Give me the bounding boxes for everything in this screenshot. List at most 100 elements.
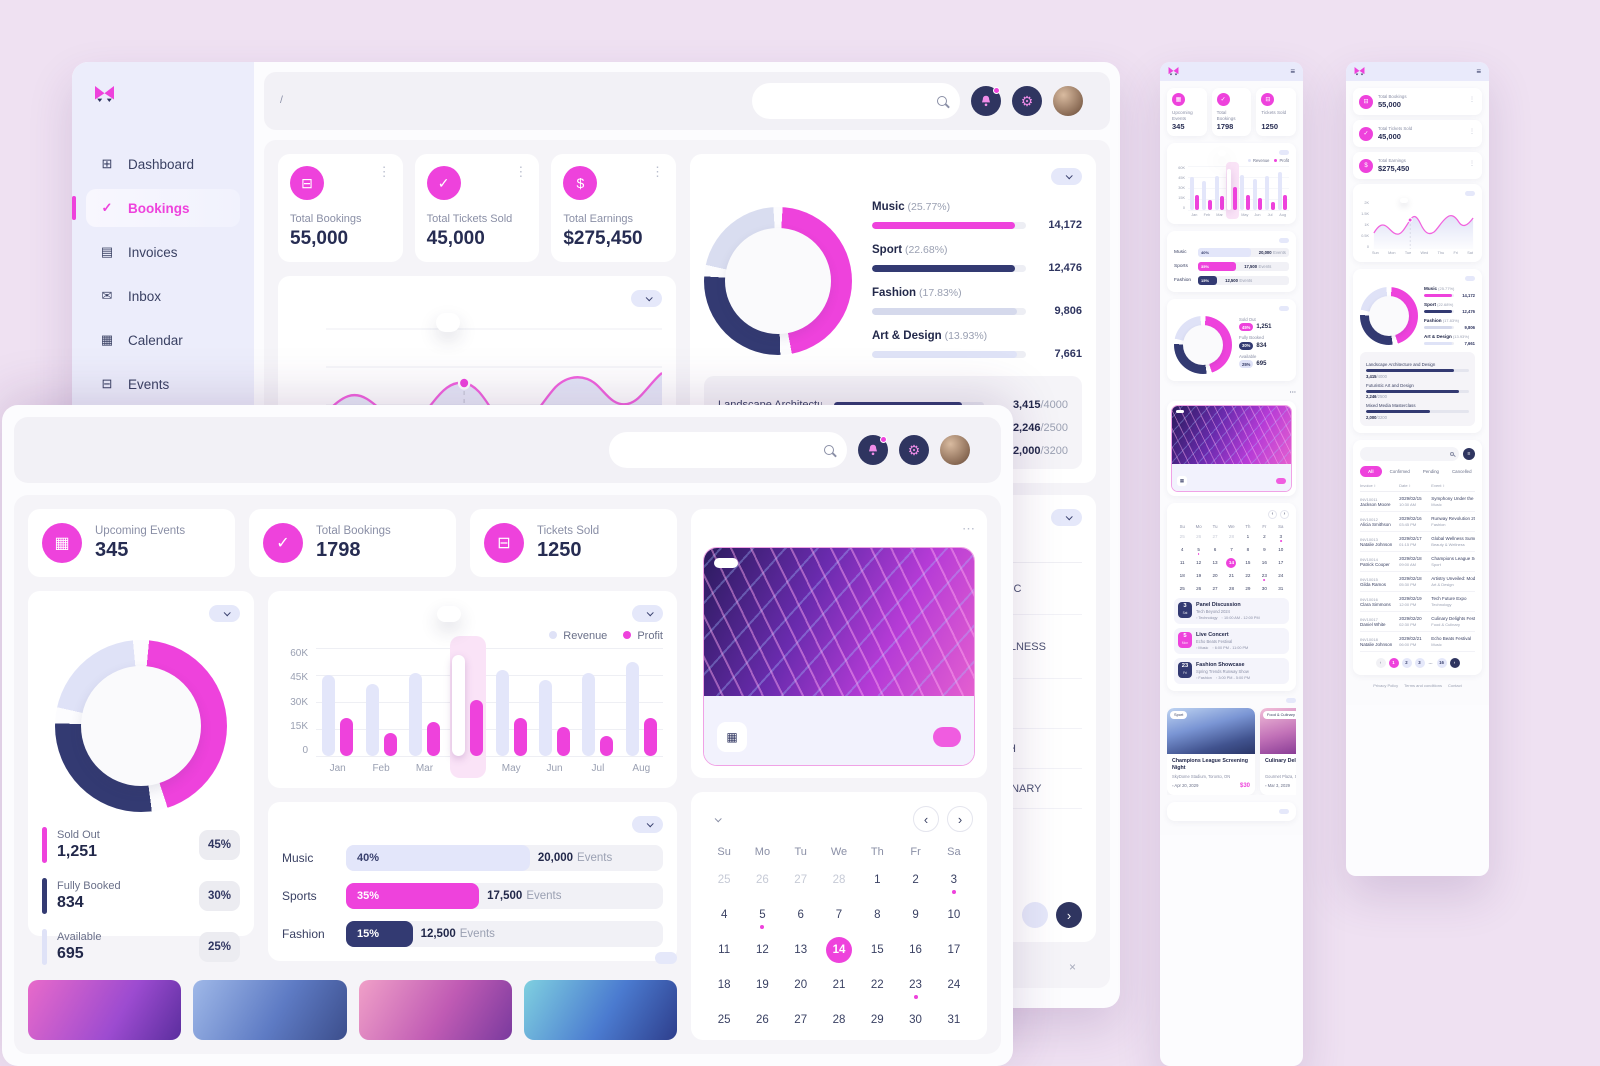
calendar-day[interactable]: 3 [1273,532,1289,542]
calendar-day[interactable]: 5 [1190,545,1206,555]
calendar-day[interactable]: 2 [912,874,919,886]
calendar-day[interactable]: 28 [832,874,846,886]
calendar-day[interactable]: 8 [874,909,881,921]
calendar-day[interactable]: 26 [1196,585,1202,591]
sidebar-item-invoices[interactable]: ▤ Invoices [86,233,240,271]
event-thumbnail[interactable] [193,980,347,1040]
calendar-day[interactable]: 27 [794,1014,808,1026]
calendar-day[interactable]: 23 [1256,571,1272,581]
calendar-next-button[interactable]: › [1280,509,1289,519]
recent-filter-dropdown[interactable] [1279,808,1289,814]
revenue-filter-dropdown[interactable] [1279,150,1289,155]
overview-filter-dropdown[interactable] [631,290,662,307]
calendar-day[interactable]: 24 [1278,572,1284,578]
calendar-day[interactable]: 9 [912,909,919,921]
kebab-menu-icon[interactable]: ⋮ [1469,161,1475,167]
event-card[interactable]: ▦ [1171,404,1292,492]
filter-confirmed[interactable]: Confirmed [1389,468,1410,474]
calendar-day[interactable]: 9 [1263,546,1266,552]
notifications-button[interactable] [858,435,888,465]
popular-filter-dropdown[interactable] [632,816,663,833]
footer-link[interactable]: Terms and conditions [1404,682,1442,688]
calendar-day[interactable]: 1 [874,874,881,886]
page-2[interactable]: 2 [1401,657,1412,668]
search-input[interactable] [1360,446,1459,461]
calendar-day[interactable]: 26 [756,874,769,886]
calendar-day[interactable]: 31 [1278,585,1284,591]
calendar-day[interactable]: 4 [720,909,728,921]
sidebar-item-bookings[interactable]: ✓ Bookings [72,189,240,227]
calendar-day[interactable]: 29 [1245,585,1251,591]
sidebar-item-inbox[interactable]: ✉ Inbox [86,277,240,315]
brand[interactable] [86,86,240,103]
column-header-event[interactable]: Event ↕ [1431,482,1445,488]
calendar-day[interactable]: 22 [870,979,884,991]
calendar-day[interactable]: 18 [1179,572,1185,578]
avatar[interactable] [1053,86,1083,116]
column-header-date[interactable]: Date ↕ [1399,482,1411,488]
event-thumbnail[interactable] [523,980,677,1040]
filter-button[interactable]: ≡ [1463,447,1475,460]
table-filter-dropdown[interactable] [1051,509,1082,526]
calendar-day[interactable]: 15 [870,944,884,956]
calendar-day[interactable]: 12 [756,944,769,956]
view-details-button[interactable] [1276,477,1286,484]
kebab-menu-icon[interactable]: ⋮ [1469,129,1475,135]
calendar-day[interactable]: 17 [947,944,961,956]
page-1[interactable]: 1 [1388,657,1399,668]
calendar-day[interactable]: 15 [1245,559,1251,565]
calendar-day[interactable]: 7 [1230,546,1233,552]
table-row[interactable]: INV10017 Daniel White 2029/02/20 02:30 PM Cu… [1360,612,1475,632]
table-row[interactable]: INV10013 Natalie Johnson 2029/02/17 01:15 P… [1360,532,1475,552]
avatar[interactable] [940,435,970,465]
category-filter-dropdown[interactable] [1465,276,1475,281]
calendar-day[interactable]: 8 [1246,546,1250,552]
schedule-item[interactable]: 5 Mon Live Concert Echo Beats Festival ▫ Mus… [1174,627,1289,654]
page-3[interactable]: 3 [1414,657,1425,668]
calendar-prev-button[interactable]: ‹ [1268,509,1277,519]
calendar-day[interactable]: 22 [1245,572,1251,578]
calendar-day[interactable]: 30 [1261,585,1267,591]
calendar-day[interactable]: 27 [1212,533,1218,539]
calendar-day[interactable]: 19 [1196,572,1202,578]
calendar-day[interactable]: 14 [1223,557,1239,568]
calendar-day[interactable]: 17 [1278,559,1284,565]
calendar-day[interactable]: 14 [820,937,858,963]
schedule-item[interactable]: 3 Sat Panel Discussion Tech Beyond 2024 ▫ Te… [1174,597,1289,624]
calendar-day[interactable]: 10 [1278,546,1284,552]
calendar-day[interactable]: 28 [832,1014,846,1026]
table-row[interactable]: INV10015 Gilda Ramos 2029/02/18 05:30 PM Art… [1360,572,1475,592]
calendar-day[interactable]: 23 [896,972,934,998]
view-all-events-button[interactable] [655,952,677,964]
table-row[interactable]: INV10018 Natalie Johnson 2029/02/21 06:00 P… [1360,632,1475,652]
popular-filter-dropdown[interactable] [1279,237,1289,243]
event-card[interactable]: Sport Champions League Screening Night Sky… [1167,707,1255,795]
calendar-day[interactable]: 29 [870,1014,884,1026]
calendar-day[interactable]: 16 [909,944,922,956]
calendar-day[interactable]: 25 [717,874,731,886]
event-card[interactable]: Food & Culinary Culinary Delights Festiva… [1260,707,1296,795]
calendar-day[interactable]: 11 [1179,559,1185,565]
calendar-day[interactable]: 25 [717,1014,731,1026]
settings-button[interactable]: ⚙ [899,435,929,465]
meatball-menu-icon[interactable]: ⋯ [962,521,975,536]
calendar-day[interactable]: 20 [1212,572,1218,578]
table-row[interactable]: INV10012 Alicia Smithson 2029/02/16 03:45 P… [1360,512,1475,532]
calendar-day[interactable]: 10 [947,909,961,921]
revenue-filter-dropdown[interactable] [632,605,663,622]
page-…[interactable]: … [1428,660,1433,665]
calendar-day[interactable]: 1 [1246,533,1250,539]
calendar-day[interactable]: 6 [1213,546,1217,552]
sidebar-item-events[interactable]: ⊟ Events [86,365,240,403]
category-filter-dropdown[interactable] [1051,168,1082,185]
calendar-day[interactable]: 21 [1228,572,1235,578]
calendar-day[interactable]: 26 [1196,533,1202,539]
view-all-events-button[interactable] [1286,697,1296,703]
page-16[interactable]: 16 [1436,657,1447,668]
calendar-next-button[interactable]: › [947,806,973,832]
view-details-button[interactable] [933,727,961,747]
event-thumbnail[interactable] [358,980,512,1040]
calendar-day[interactable]: 27 [794,874,808,886]
calendar-day[interactable]: 18 [717,979,731,991]
calendar-day[interactable]: 5 [743,902,781,928]
